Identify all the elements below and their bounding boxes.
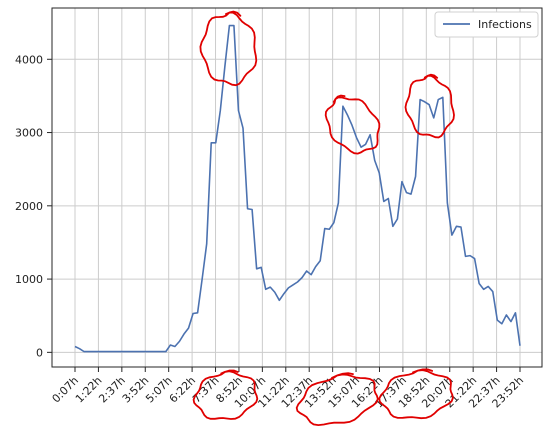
- y-tick-label: 1000: [15, 273, 43, 286]
- series-layer: [75, 26, 520, 352]
- y-tick-label: 2000: [15, 200, 43, 213]
- annotation-layer: [194, 12, 454, 426]
- series-line-infections: [75, 26, 520, 352]
- annotation-circle-peak-1: [200, 12, 256, 86]
- y-tick-label: 0: [36, 346, 43, 359]
- legend: Infections: [435, 12, 538, 37]
- y-tick-label: 3000: [15, 127, 43, 140]
- grid-lines: [52, 8, 542, 367]
- y-tick-label: 4000: [15, 53, 43, 66]
- plot-frame: [52, 8, 542, 367]
- legend-label-infections: Infections: [478, 18, 532, 31]
